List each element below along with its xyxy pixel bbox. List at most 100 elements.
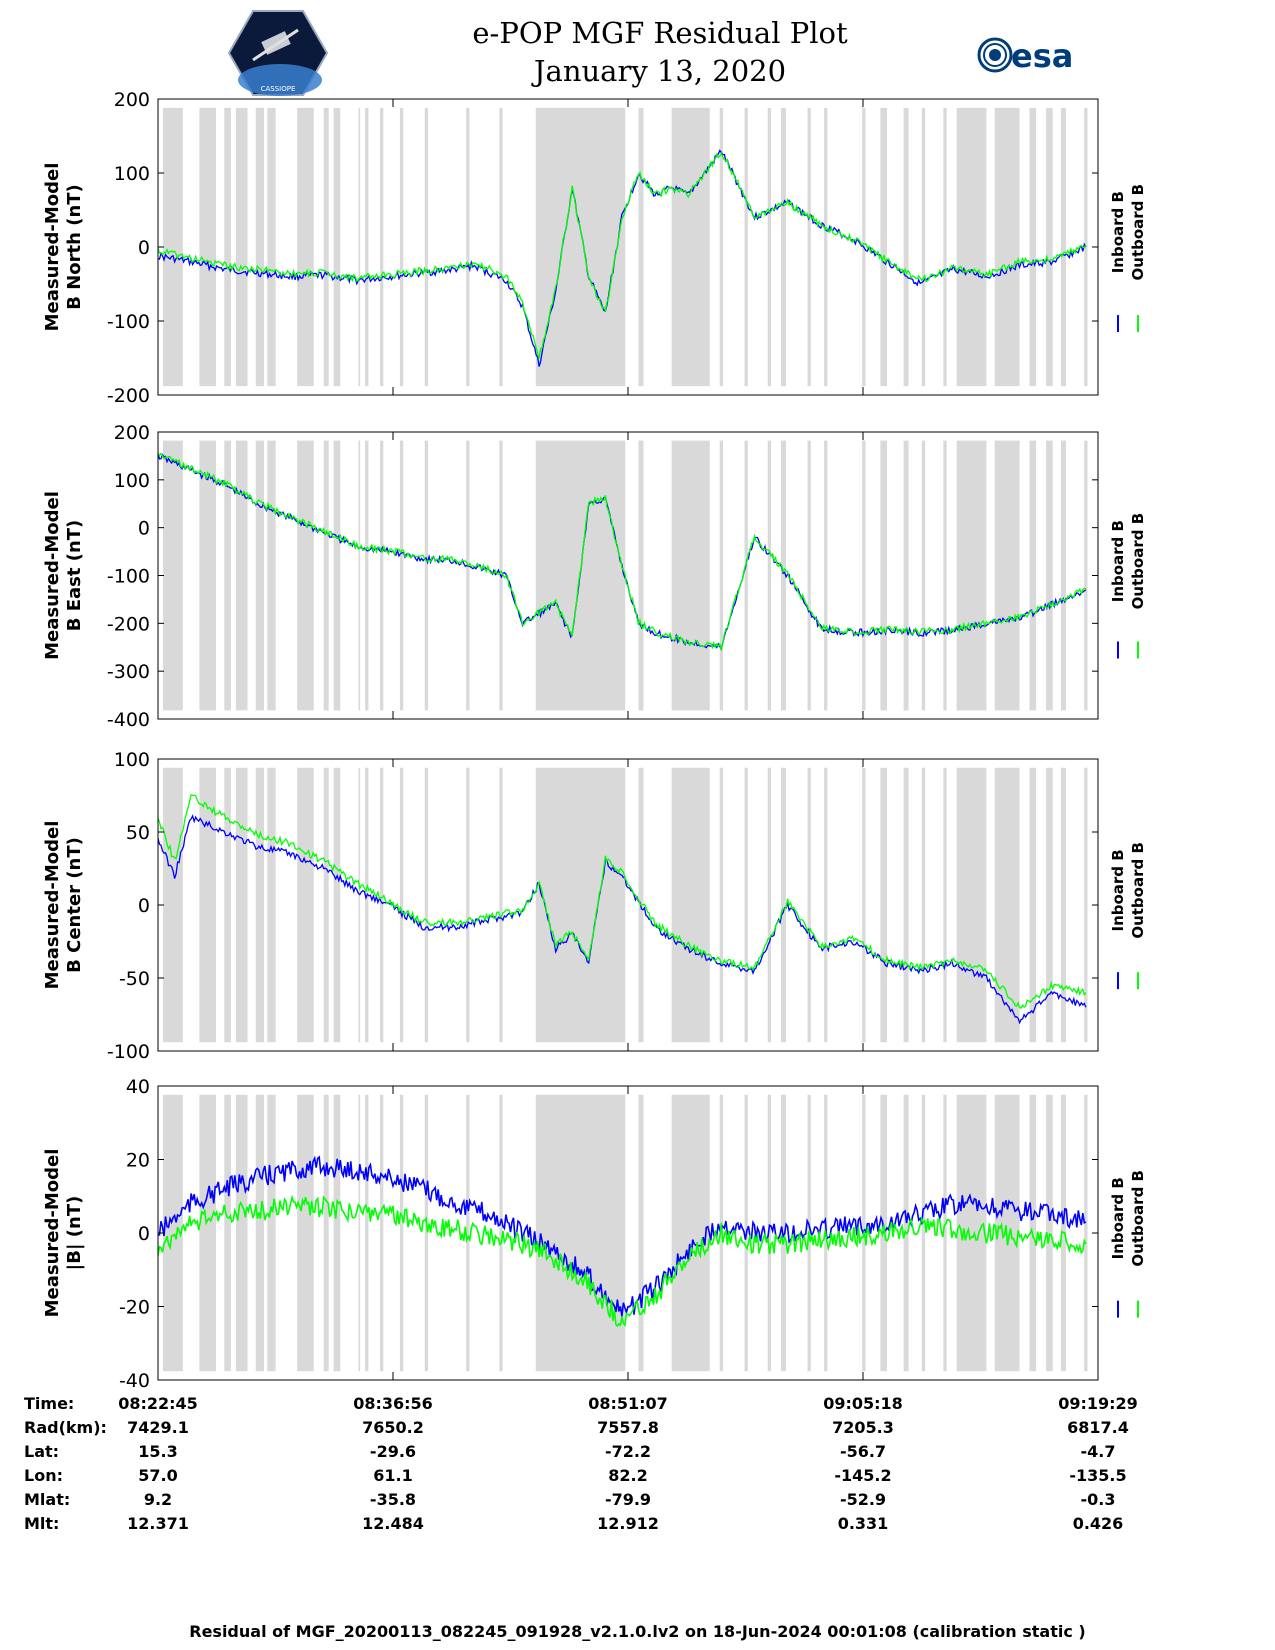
ephemeris-value-3-4: -52.9: [840, 1490, 886, 1509]
gap-band-2-21: [767, 767, 772, 1043]
ytick-label-1-4: -200: [107, 613, 150, 635]
ephemeris-value-1-5: 12.484: [362, 1514, 424, 1533]
gap-band-1-34: [1061, 440, 1066, 711]
ephemeris-value-2-1: 7557.8: [597, 1418, 659, 1437]
gap-band-2-33: [1046, 767, 1053, 1043]
ephemeris-value-4-2: -4.7: [1081, 1442, 1116, 1461]
gap-band-3-0: [162, 1094, 183, 1372]
gap-band-2-1: [199, 767, 216, 1043]
ephemeris-value-1-0: 08:36:56: [353, 1394, 433, 1413]
gap-band-2-23: [807, 767, 811, 1043]
gap-band-3-2: [224, 1094, 231, 1372]
gap-band-1-2: [224, 440, 231, 711]
ephemeris-value-2-0: 08:51:07: [588, 1394, 668, 1413]
series-3-outboard-b: [157, 1194, 1087, 1328]
gap-band-1-6: [297, 440, 314, 711]
ephemeris-value-2-2: -72.2: [605, 1442, 651, 1461]
gap-band-0-2: [224, 107, 231, 387]
series-2-inboard-b: [157, 814, 1087, 1025]
ytick-label-1-2: 0: [138, 518, 150, 540]
gap-band-2-15: [499, 767, 503, 1043]
gap-band-1-11: [380, 440, 384, 711]
gap-band-1-26: [880, 440, 888, 711]
gap-band-2-29: [943, 767, 947, 1043]
gap-band-0-11: [380, 107, 384, 387]
gap-band-0-30: [956, 107, 987, 387]
gap-band-1-4: [255, 440, 265, 711]
gap-band-1-31: [994, 440, 1020, 711]
ytick-label-2-2: 0: [138, 895, 150, 917]
ytick-label-1-6: -400: [107, 709, 150, 731]
gap-band-2-32: [1029, 767, 1037, 1043]
gap-band-2-8: [333, 767, 341, 1043]
ephemeris-label-5: Mlt:: [24, 1514, 59, 1533]
gap-band-0-13: [424, 107, 429, 387]
legend-inboard-2: Inboard B: [1109, 849, 1127, 931]
gap-band-2-31: [994, 767, 1020, 1043]
ephemeris-label-0: Time:: [24, 1394, 74, 1413]
gap-band-3-26: [880, 1094, 888, 1372]
legend-inboard-0: Inboard B: [1109, 191, 1127, 273]
gap-band-1-20: [744, 440, 748, 711]
ytick-label-3-1: 20: [126, 1150, 150, 1172]
ephemeris-value-4-4: -0.3: [1081, 1490, 1116, 1509]
gap-band-2-0: [162, 767, 183, 1043]
gap-band-2-16: [535, 767, 626, 1043]
ephemeris-value-1-4: -35.8: [370, 1490, 416, 1509]
gap-band-1-24: [824, 440, 828, 711]
ylabel-line2-3: |B| (nT): [64, 1196, 85, 1271]
ephemeris-value-0-4: 9.2: [144, 1490, 172, 1509]
gap-band-3-15: [499, 1094, 503, 1372]
gap-band-3-17: [638, 1094, 644, 1372]
ytick-label-3-4: -40: [119, 1370, 150, 1392]
ylabel-line2-2: B Center (nT): [64, 837, 85, 973]
ytick-label-0-0: 200: [114, 89, 150, 111]
gap-band-2-7: [323, 767, 329, 1043]
ytick-label-1-1: 100: [114, 470, 150, 492]
gap-band-2-11: [380, 767, 384, 1043]
series-3-inboard-b: [157, 1155, 1087, 1317]
gap-band-2-18: [671, 767, 710, 1043]
legend-outboard-1: Outboard B: [1129, 513, 1147, 610]
gap-band-0-7: [323, 107, 329, 387]
ephemeris-value-4-3: -135.5: [1069, 1466, 1126, 1485]
gap-band-2-14: [466, 767, 470, 1043]
ytick-label-2-0: 100: [114, 749, 150, 771]
ephemeris-value-2-5: 12.912: [597, 1514, 659, 1533]
gap-band-0-14: [466, 107, 470, 387]
ytick-label-0-1: 100: [114, 163, 150, 185]
ylabel-line1-2: Measured-Model: [42, 821, 63, 990]
gap-band-1-8: [333, 440, 341, 711]
ylabel-line1-3: Measured-Model: [42, 1149, 63, 1318]
gap-band-2-24: [824, 767, 828, 1043]
ytick-label-1-5: -300: [107, 661, 150, 683]
gap-band-2-10: [365, 767, 369, 1043]
ytick-label-2-1: 50: [126, 822, 150, 844]
gap-band-0-20: [744, 107, 748, 387]
gap-band-2-27: [903, 767, 909, 1043]
gap-band-0-24: [824, 107, 828, 387]
gap-band-2-9: [358, 767, 361, 1043]
gap-band-2-22: [780, 767, 786, 1043]
ephemeris-value-1-3: 61.1: [373, 1466, 412, 1485]
gap-band-0-29: [943, 107, 947, 387]
gap-band-3-22: [780, 1094, 786, 1372]
ytick-label-3-3: -20: [119, 1297, 150, 1319]
gap-band-2-26: [880, 767, 888, 1043]
gap-band-3-11: [380, 1094, 384, 1372]
gap-band-0-23: [807, 107, 811, 387]
ytick-label-0-3: -100: [107, 311, 150, 333]
gap-band-0-3: [235, 107, 248, 387]
ephemeris-value-3-1: 7205.3: [832, 1418, 894, 1437]
gap-band-2-6: [297, 767, 314, 1043]
gap-band-2-3: [235, 767, 248, 1043]
gap-band-0-9: [358, 107, 361, 387]
ephemeris-value-4-0: 09:19:29: [1058, 1394, 1138, 1413]
gap-band-3-8: [333, 1094, 341, 1372]
gap-band-0-27: [903, 107, 909, 387]
gap-band-0-21: [767, 107, 772, 387]
gap-band-2-4: [255, 767, 265, 1043]
gap-band-2-28: [921, 767, 926, 1043]
gap-band-0-8: [333, 107, 341, 387]
